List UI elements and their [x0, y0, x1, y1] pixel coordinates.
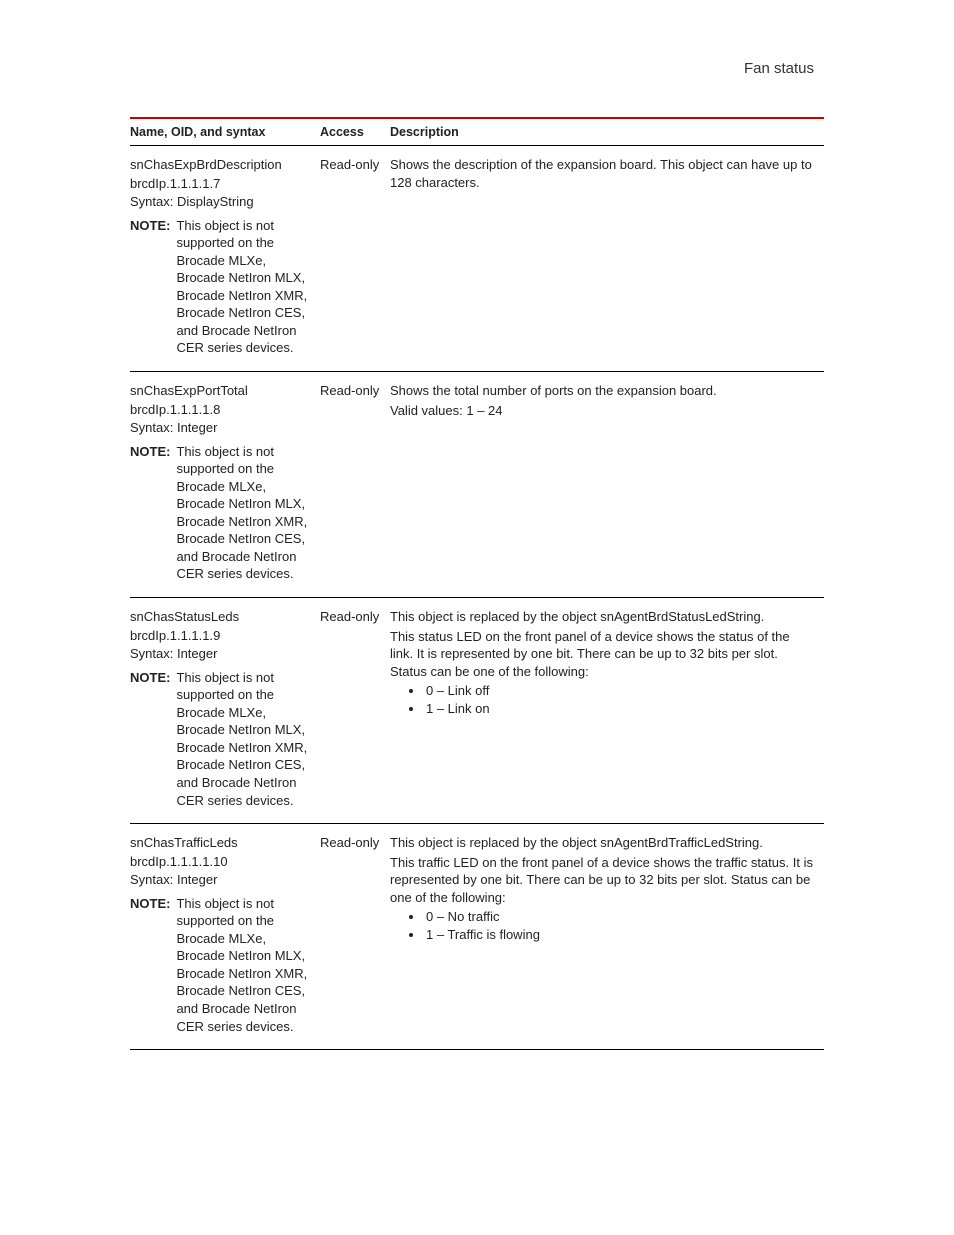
- cell-description: Shows the description of the expansion b…: [390, 146, 824, 372]
- object-name: snChasExpBrdDescription: [130, 156, 312, 174]
- mib-table: Name, OID, and syntax Access Description…: [130, 117, 824, 1050]
- description-text: Valid values: 1 – 24: [390, 402, 816, 420]
- note-text: This object is not supported on the Broc…: [176, 217, 312, 357]
- note-text: This object is not supported on the Broc…: [176, 895, 312, 1035]
- note-block: NOTE:This object is not supported on the…: [130, 895, 312, 1035]
- object-oid: brcdIp.1.1.1.1.10: [130, 853, 312, 871]
- note-text: This object is not supported on the Broc…: [176, 443, 312, 583]
- description-text: This status LED on the front panel of a …: [390, 628, 816, 681]
- note-label: NOTE:: [130, 669, 176, 809]
- cell-description: This object is replaced by the object sn…: [390, 824, 824, 1050]
- description-list: 0 – Link off1 – Link on: [390, 682, 816, 717]
- cell-description: This object is replaced by the object sn…: [390, 598, 824, 824]
- object-oid: brcdIp.1.1.1.1.7: [130, 175, 312, 193]
- cell-access: Read-only: [320, 146, 390, 372]
- object-syntax: Syntax: Integer: [130, 419, 312, 437]
- note-block: NOTE:This object is not supported on the…: [130, 217, 312, 357]
- table-row: snChasExpPortTotalbrcdIp.1.1.1.1.8Syntax…: [130, 372, 824, 598]
- object-oid: brcdIp.1.1.1.1.9: [130, 627, 312, 645]
- table-row: snChasExpBrdDescriptionbrcdIp.1.1.1.1.7S…: [130, 146, 824, 372]
- object-name: snChasExpPortTotal: [130, 382, 312, 400]
- col-header-name: Name, OID, and syntax: [130, 118, 320, 146]
- list-item: 0 – No traffic: [424, 908, 816, 926]
- table-row: snChasTrafficLedsbrcdIp.1.1.1.1.10Syntax…: [130, 824, 824, 1050]
- description-text: This object is replaced by the object sn…: [390, 608, 816, 626]
- object-syntax: Syntax: DisplayString: [130, 193, 312, 211]
- note-label: NOTE:: [130, 895, 176, 1035]
- note-text: This object is not supported on the Broc…: [176, 669, 312, 809]
- object-name: snChasTrafficLeds: [130, 834, 312, 852]
- cell-access: Read-only: [320, 372, 390, 598]
- cell-name: snChasExpBrdDescriptionbrcdIp.1.1.1.1.7S…: [130, 146, 320, 372]
- list-item: 1 – Traffic is flowing: [424, 926, 816, 944]
- page-title: Fan status: [130, 60, 824, 77]
- description-text: Shows the description of the expansion b…: [390, 156, 816, 191]
- description-text: Shows the total number of ports on the e…: [390, 382, 816, 400]
- col-header-description: Description: [390, 118, 824, 146]
- description-text: This object is replaced by the object sn…: [390, 834, 816, 852]
- cell-access: Read-only: [320, 598, 390, 824]
- col-header-access: Access: [320, 118, 390, 146]
- description-text: This traffic LED on the front panel of a…: [390, 854, 816, 907]
- table-row: snChasStatusLedsbrcdIp.1.1.1.1.9Syntax: …: [130, 598, 824, 824]
- page: Fan status Name, OID, and syntax Access …: [0, 0, 954, 1110]
- cell-name: snChasExpPortTotalbrcdIp.1.1.1.1.8Syntax…: [130, 372, 320, 598]
- cell-description: Shows the total number of ports on the e…: [390, 372, 824, 598]
- object-syntax: Syntax: Integer: [130, 645, 312, 663]
- note-block: NOTE:This object is not supported on the…: [130, 669, 312, 809]
- description-list: 0 – No traffic1 – Traffic is flowing: [390, 908, 816, 943]
- note-label: NOTE:: [130, 217, 176, 357]
- object-oid: brcdIp.1.1.1.1.8: [130, 401, 312, 419]
- note-label: NOTE:: [130, 443, 176, 583]
- object-name: snChasStatusLeds: [130, 608, 312, 626]
- cell-name: snChasTrafficLedsbrcdIp.1.1.1.1.10Syntax…: [130, 824, 320, 1050]
- cell-access: Read-only: [320, 824, 390, 1050]
- list-item: 1 – Link on: [424, 700, 816, 718]
- list-item: 0 – Link off: [424, 682, 816, 700]
- cell-name: snChasStatusLedsbrcdIp.1.1.1.1.9Syntax: …: [130, 598, 320, 824]
- object-syntax: Syntax: Integer: [130, 871, 312, 889]
- note-block: NOTE:This object is not supported on the…: [130, 443, 312, 583]
